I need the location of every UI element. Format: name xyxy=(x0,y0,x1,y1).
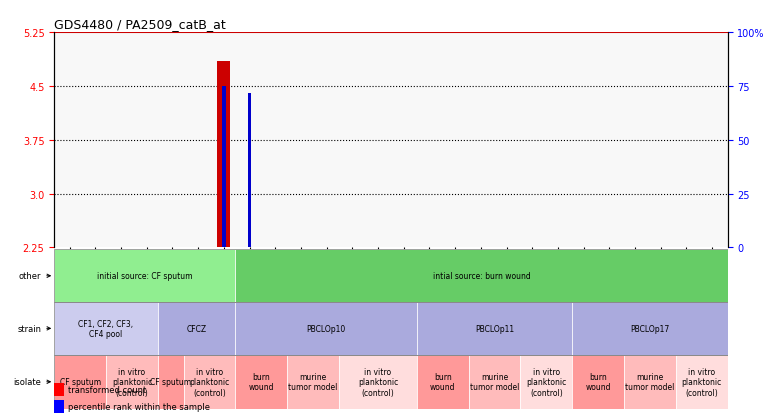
FancyBboxPatch shape xyxy=(624,355,676,409)
FancyBboxPatch shape xyxy=(158,302,235,355)
Text: PBCLOp17: PBCLOp17 xyxy=(630,324,670,333)
Bar xyxy=(222,87,226,248)
FancyBboxPatch shape xyxy=(416,302,572,355)
FancyBboxPatch shape xyxy=(339,355,416,409)
Text: burn
wound: burn wound xyxy=(430,372,455,392)
FancyBboxPatch shape xyxy=(572,302,728,355)
FancyBboxPatch shape xyxy=(183,355,235,409)
FancyBboxPatch shape xyxy=(572,355,624,409)
Text: initial source: CF sputum: initial source: CF sputum xyxy=(97,272,193,280)
Text: percentile rank within the sample: percentile rank within the sample xyxy=(67,402,210,411)
FancyBboxPatch shape xyxy=(54,302,158,355)
FancyBboxPatch shape xyxy=(54,250,235,302)
Bar xyxy=(54,400,64,413)
Text: CF sputum: CF sputum xyxy=(60,377,101,386)
FancyBboxPatch shape xyxy=(235,302,416,355)
FancyBboxPatch shape xyxy=(468,355,520,409)
Text: PBCLOp10: PBCLOp10 xyxy=(307,324,346,333)
Bar xyxy=(54,383,64,396)
Text: burn
wound: burn wound xyxy=(248,372,274,392)
Text: CFCZ: CFCZ xyxy=(187,324,207,333)
Bar xyxy=(54,355,728,409)
Text: burn
wound: burn wound xyxy=(585,372,611,392)
FancyBboxPatch shape xyxy=(106,355,158,409)
Text: in vitro
planktonic
(control): in vitro planktonic (control) xyxy=(358,367,398,397)
Text: CF1, CF2, CF3,
CF4 pool: CF1, CF2, CF3, CF4 pool xyxy=(78,319,134,338)
Text: strain: strain xyxy=(17,324,50,333)
FancyBboxPatch shape xyxy=(235,355,287,409)
FancyBboxPatch shape xyxy=(520,355,572,409)
Text: murine
tumor model: murine tumor model xyxy=(289,372,338,392)
Text: in vitro
planktonic
(control): in vitro planktonic (control) xyxy=(190,367,230,397)
FancyBboxPatch shape xyxy=(54,355,106,409)
Text: PBCLOp11: PBCLOp11 xyxy=(475,324,514,333)
FancyBboxPatch shape xyxy=(287,355,339,409)
Text: murine
tumor model: murine tumor model xyxy=(470,372,519,392)
Text: GDS4480 / PA2509_catB_at: GDS4480 / PA2509_catB_at xyxy=(54,17,226,31)
Bar xyxy=(54,250,728,302)
Text: other: other xyxy=(19,272,50,280)
Text: in vitro
planktonic
(control): in vitro planktonic (control) xyxy=(111,367,152,397)
FancyBboxPatch shape xyxy=(416,355,468,409)
FancyBboxPatch shape xyxy=(158,355,183,409)
Text: in vitro
planktonic
(control): in vitro planktonic (control) xyxy=(526,367,567,397)
Text: CF sputum: CF sputum xyxy=(150,377,191,386)
Text: murine
tumor model: murine tumor model xyxy=(625,372,675,392)
FancyBboxPatch shape xyxy=(676,355,728,409)
Bar xyxy=(248,94,252,248)
FancyBboxPatch shape xyxy=(235,250,728,302)
Bar xyxy=(54,302,728,355)
Text: in vitro
planktonic
(control): in vitro planktonic (control) xyxy=(682,367,722,397)
Text: transformed count: transformed count xyxy=(67,385,146,394)
Text: intial source: burn wound: intial source: burn wound xyxy=(433,272,530,280)
Text: isolate: isolate xyxy=(13,377,50,386)
Bar xyxy=(217,62,230,248)
